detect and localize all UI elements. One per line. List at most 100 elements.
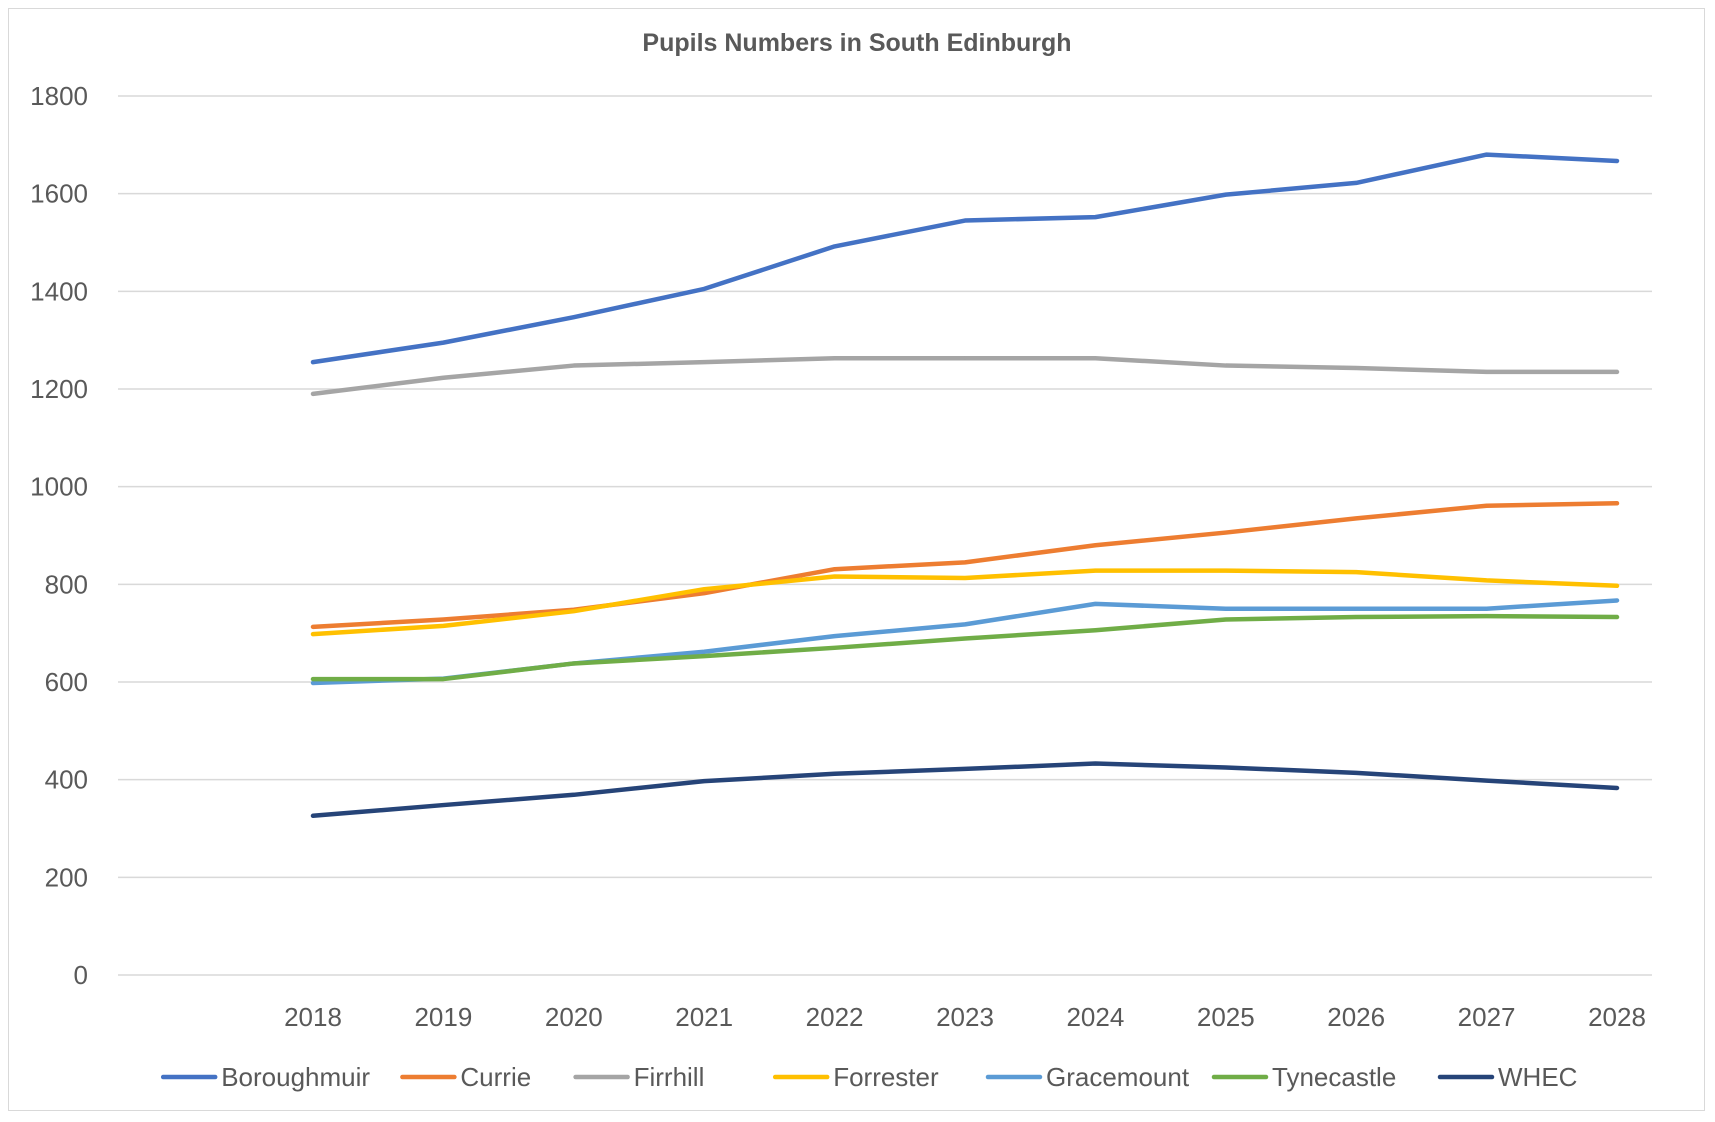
y-axis-ticks: 0 200 400 600 800 1000 1200 1400 1600 1800	[30, 81, 88, 990]
series-firrhill	[310, 355, 1620, 397]
x-tick-label: 2026	[1327, 1002, 1385, 1032]
data-point	[311, 625, 315, 629]
data-point	[833, 356, 837, 360]
data-point	[441, 376, 445, 380]
legend-item: Tynecastle	[1211, 1062, 1396, 1092]
data-point	[1224, 531, 1228, 535]
legend: Boroughmuir Currie Firrhill Forrester Gracem…	[160, 1062, 1577, 1092]
legend-label: Firrhill	[634, 1062, 705, 1092]
legend-item: WHEC	[1437, 1062, 1577, 1092]
series-line	[310, 761, 1620, 819]
data-point	[702, 650, 706, 654]
data-point	[1485, 153, 1489, 157]
y-tick-label: 600	[45, 667, 88, 697]
data-point	[833, 646, 837, 650]
y-tick-label: 1600	[30, 179, 88, 209]
y-tick-label: 800	[45, 569, 88, 599]
data-point	[1224, 569, 1228, 573]
x-tick-label: 2021	[675, 1002, 733, 1032]
data-point	[833, 634, 837, 638]
data-point	[963, 356, 967, 360]
data-point	[1485, 614, 1489, 618]
data-point	[963, 560, 967, 564]
data-point	[1354, 615, 1358, 619]
data-point	[311, 681, 315, 685]
data-point	[1224, 765, 1228, 769]
x-tick-label: 2025	[1197, 1002, 1255, 1032]
series-forrester	[310, 568, 1620, 637]
data-point	[1485, 370, 1489, 374]
data-point	[1093, 602, 1097, 606]
x-tick-label: 2023	[936, 1002, 994, 1032]
legend-item: Boroughmuir	[160, 1062, 370, 1092]
x-tick-label: 2019	[414, 1002, 472, 1032]
data-point	[1354, 771, 1358, 775]
x-tick-label: 2028	[1588, 1002, 1646, 1032]
y-tick-label: 200	[45, 862, 88, 892]
data-point	[1615, 501, 1619, 505]
data-point	[1354, 181, 1358, 185]
series-line	[310, 152, 1620, 365]
legend-label: Tynecastle	[1272, 1062, 1396, 1092]
data-point	[833, 772, 837, 776]
data-point	[1615, 370, 1619, 374]
x-tick-label: 2022	[806, 1002, 864, 1032]
data-point	[702, 779, 706, 783]
data-point	[1354, 607, 1358, 611]
data-point	[1485, 504, 1489, 508]
x-tick-label: 2018	[284, 1002, 342, 1032]
legend-label: Currie	[460, 1062, 531, 1092]
y-tick-label: 400	[45, 765, 88, 795]
legend-item: Forrester	[772, 1062, 939, 1092]
y-tick-label: 0	[74, 960, 88, 990]
x-tick-label: 2020	[545, 1002, 603, 1032]
data-point	[1485, 578, 1489, 582]
legend-label: Gracemount	[1046, 1062, 1190, 1092]
data-point	[1224, 617, 1228, 621]
data-point	[702, 591, 706, 595]
data-point	[311, 677, 315, 681]
y-tick-label: 1000	[30, 472, 88, 502]
y-tick-label: 1200	[30, 374, 88, 404]
data-point	[1093, 569, 1097, 573]
x-tick-label: 2027	[1458, 1002, 1516, 1032]
data-point	[1093, 543, 1097, 547]
data-point	[311, 392, 315, 396]
legend-label: WHEC	[1498, 1062, 1577, 1092]
data-point	[1615, 584, 1619, 588]
data-point	[1093, 356, 1097, 360]
data-point	[963, 219, 967, 223]
data-point	[1615, 598, 1619, 602]
data-point	[1224, 607, 1228, 611]
data-point	[963, 637, 967, 641]
data-point	[311, 632, 315, 636]
data-point	[963, 622, 967, 626]
data-point	[702, 287, 706, 291]
legend-item: Currie	[400, 1062, 531, 1092]
data-point	[1615, 159, 1619, 163]
chart-title: Pupils Numbers in South Edinburgh	[642, 29, 1071, 57]
data-point	[441, 803, 445, 807]
data-point	[441, 341, 445, 345]
data-point	[963, 576, 967, 580]
series-currie	[310, 501, 1620, 630]
data-point	[833, 575, 837, 579]
data-point	[1093, 762, 1097, 766]
data-point	[572, 609, 576, 613]
data-point	[1093, 215, 1097, 219]
data-point	[1224, 364, 1228, 368]
data-point	[572, 661, 576, 665]
data-point	[833, 244, 837, 248]
data-point	[572, 793, 576, 797]
y-tick-label: 1800	[30, 81, 88, 111]
data-point	[1485, 607, 1489, 611]
data-point	[702, 587, 706, 591]
data-point	[1615, 786, 1619, 790]
gridlines	[118, 95, 1652, 976]
legend-label: Forrester	[833, 1062, 939, 1092]
data-point	[441, 677, 445, 681]
series-lines	[310, 152, 1620, 819]
data-point	[1354, 516, 1358, 520]
data-point	[702, 654, 706, 658]
